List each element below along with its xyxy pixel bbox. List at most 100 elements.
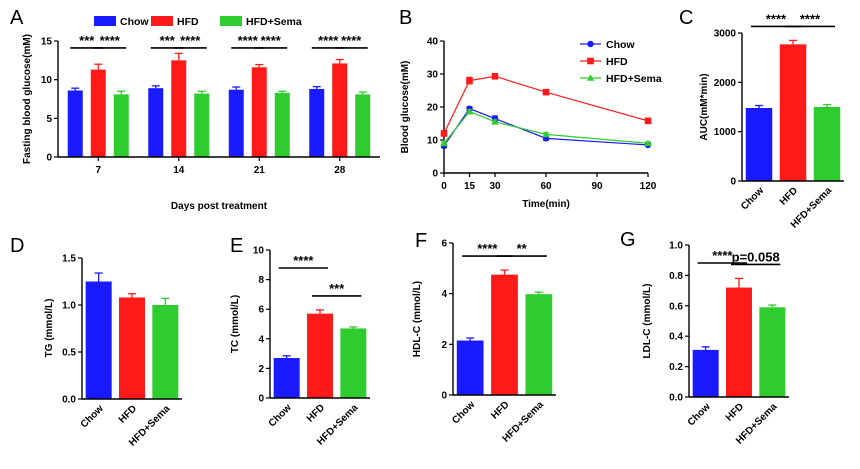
legend-label: Chow [120, 16, 149, 28]
bar [779, 44, 807, 182]
y-tick-label: 1000 [714, 127, 737, 138]
significance-label: **** [477, 241, 498, 256]
significance-label: ** [517, 241, 528, 256]
y-tick-label: 6 [441, 239, 447, 250]
y-tick-label: 0.2 [669, 362, 683, 373]
x-tick-label: 120 [640, 181, 657, 192]
y-tick-label: 1.0 [669, 241, 683, 252]
significance-label: **** [100, 33, 121, 48]
significance-label: **** [800, 11, 821, 26]
bar [692, 349, 719, 397]
bar [813, 107, 841, 181]
bar [113, 94, 129, 157]
bar [274, 92, 290, 157]
y-tick-label: 2 [258, 364, 264, 375]
y-tick-label: 0.8 [669, 271, 683, 282]
data-point [466, 77, 473, 84]
significance-label: **** [238, 33, 259, 48]
y-tick-label: 5 [46, 114, 52, 125]
x-tick-label: 15 [464, 181, 476, 192]
bar [273, 358, 300, 398]
y-tick-label: 0 [730, 177, 736, 188]
panel-letter: E [230, 235, 243, 257]
y-tick-label: 0.4 [669, 332, 683, 343]
y-tick-label: 20 [427, 103, 439, 114]
legend-label: Chow [606, 39, 635, 51]
bar [228, 89, 244, 157]
x-tick-label: HFD [724, 401, 746, 423]
data-point [587, 40, 594, 48]
bar [119, 297, 145, 399]
legend-label: HFD+Sema [246, 16, 302, 28]
y-tick-label: 2 [441, 340, 447, 351]
y-tick-label: 1.0 [62, 301, 76, 312]
y-tick-label: 0 [258, 394, 264, 405]
bar [340, 328, 367, 398]
y-tick-label: 3000 [714, 29, 737, 40]
legend-label: HFD [606, 56, 628, 68]
x-tick-label: 28 [334, 165, 346, 176]
bar [194, 93, 210, 157]
panel-g: G 0.0 0.2 0.4 0.6 0.8 1.0 LDL-C (mmol/L) Chow HFD… [620, 229, 789, 447]
x-tick-label: Chow [739, 185, 766, 212]
x-tick-label: Chow [450, 399, 477, 426]
y-axis-label: Fasting blood glucose(mM) [22, 34, 33, 164]
x-tick-label: 0 [441, 181, 447, 192]
bar [85, 281, 112, 399]
panel-letter: A [10, 7, 24, 29]
bar [309, 88, 325, 157]
legend-label: HFD [177, 16, 199, 28]
legend-label: HFD+Sema [606, 73, 662, 85]
bar [726, 287, 752, 397]
x-tick-label: HFD [117, 403, 139, 425]
panel-letter: F [415, 230, 427, 252]
x-tick-label: 90 [591, 181, 603, 192]
x-tick-label: HFD [778, 185, 800, 207]
data-point [542, 130, 550, 138]
data-point [465, 107, 474, 115]
bar [456, 340, 484, 395]
data-point [644, 117, 652, 125]
y-axis-label: TG (mmol/L) [44, 299, 55, 358]
y-tick-label: 15 [41, 37, 53, 48]
bar [67, 90, 83, 157]
bar [171, 60, 187, 158]
y-tick-label: 4 [441, 289, 447, 300]
y-tick-label: 1.5 [62, 254, 76, 265]
y-tick-label: 6 [258, 305, 264, 316]
data-point [440, 139, 448, 147]
significance-label: **** [766, 11, 787, 26]
significance-label: **** [341, 33, 362, 48]
bar [525, 294, 553, 395]
y-tick-label: 0 [46, 153, 52, 164]
x-tick-label: HFD [305, 402, 327, 424]
panel-a: A 0 5 10 15 Fasting blood glucose(mM) 7 14 21 28 D… [10, 7, 380, 212]
bar [152, 305, 179, 399]
bar [307, 313, 333, 398]
panel-b: B 0 10 20 30 40 Blood glucose(mM) 0 15 30 60 90 120 T… [399, 7, 662, 210]
y-tick-label: 0.6 [669, 301, 683, 312]
bar [332, 63, 348, 157]
significance-label: **** [712, 248, 733, 263]
panel-letter: B [399, 7, 412, 29]
data-point [440, 130, 448, 137]
y-axis-label: HDL-C (mmol/L) [412, 281, 423, 357]
x-tick-label: 21 [254, 165, 266, 176]
bar [745, 107, 773, 181]
y-axis-label: LDL-C (mmol/L) [642, 284, 653, 359]
data-point [542, 88, 550, 96]
x-axis-label: Days post treatment [171, 201, 268, 212]
y-tick-label: 10 [253, 246, 265, 257]
bar [759, 307, 786, 397]
data-point [491, 73, 499, 80]
panel-letter: G [620, 229, 636, 251]
legend-swatch [220, 16, 242, 26]
legend-swatch [151, 16, 173, 26]
y-tick-label: 0 [441, 391, 447, 402]
significance-label: **** [261, 33, 282, 48]
